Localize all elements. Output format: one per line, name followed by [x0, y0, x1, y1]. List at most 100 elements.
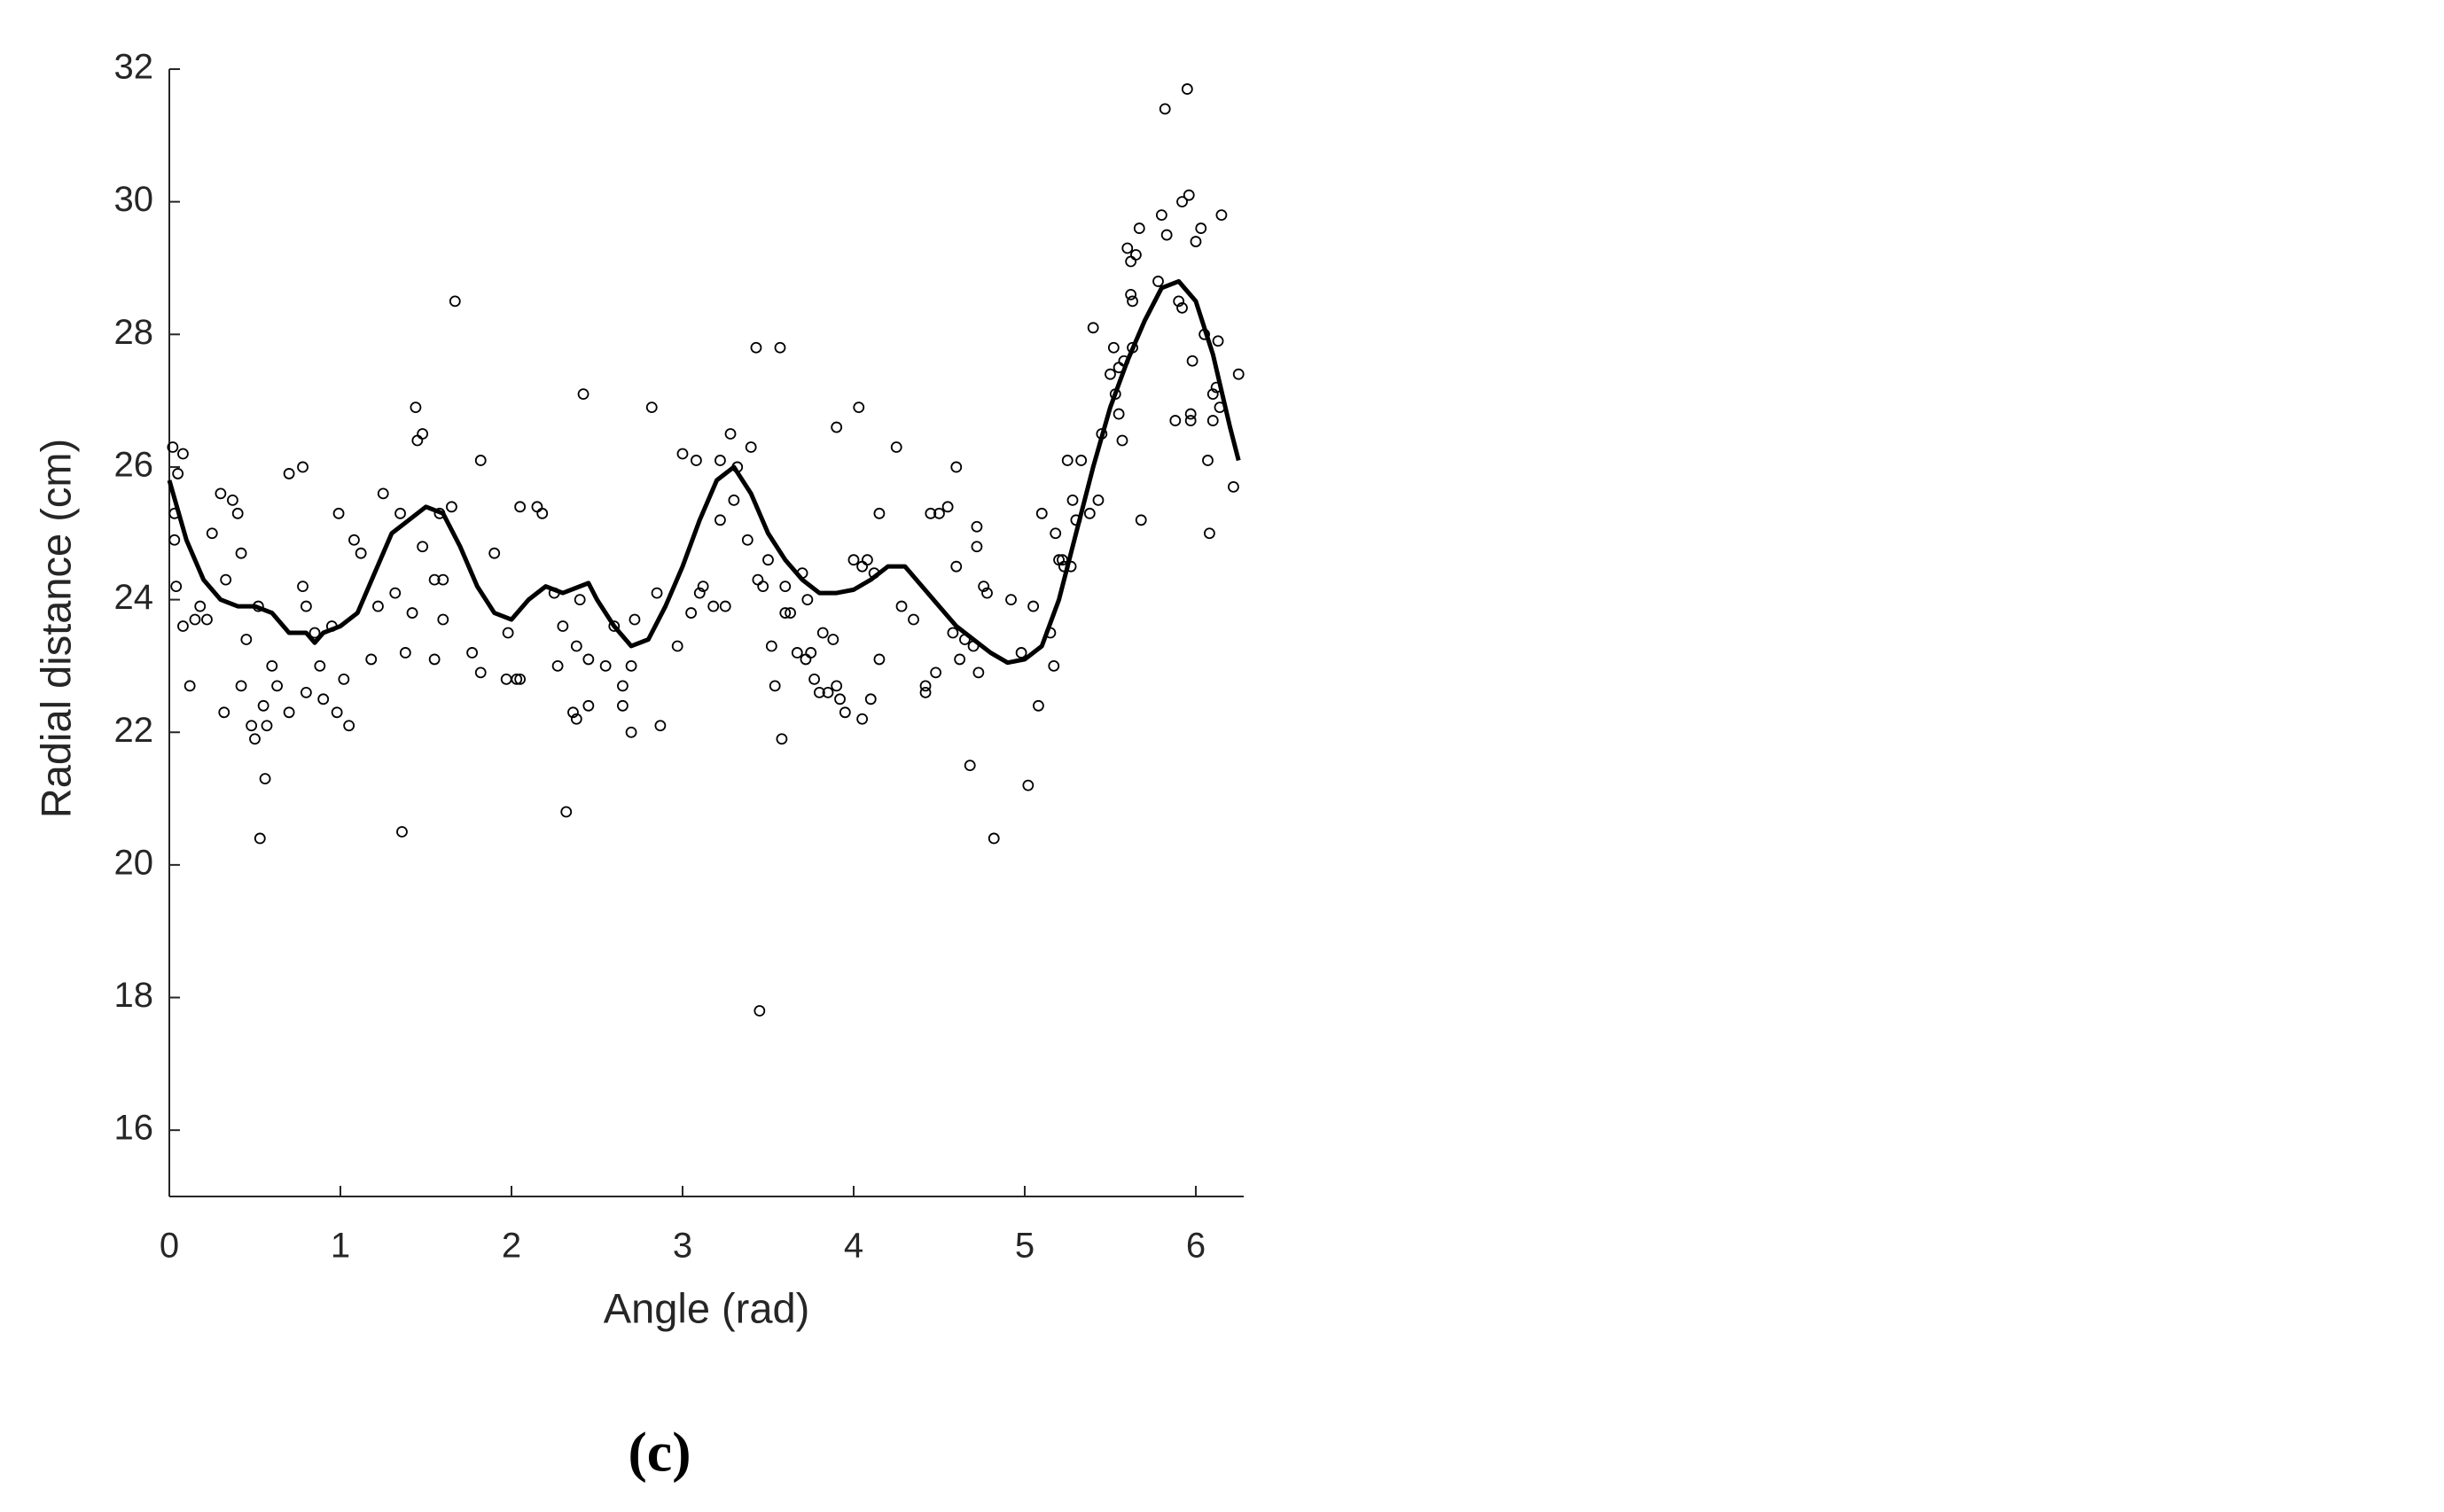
data-point: [1092, 494, 1105, 506]
data-point: [177, 620, 189, 632]
data-point: [801, 594, 814, 605]
data-point: [1228, 480, 1239, 493]
data-point: [1127, 295, 1138, 308]
data-point: [1184, 408, 1197, 420]
data-point: [671, 640, 683, 652]
data-point: [355, 547, 367, 559]
data-point: [1206, 415, 1219, 426]
data-point: [283, 706, 295, 719]
data-point: [930, 666, 942, 679]
data-point: [194, 600, 207, 612]
data-point: [249, 733, 261, 745]
y-tick-label: 32: [114, 48, 154, 87]
data-point: [582, 699, 595, 712]
data-point: [831, 680, 843, 692]
data-point: [570, 640, 582, 652]
data-point: [474, 455, 487, 466]
fit-line: [167, 278, 1241, 666]
data-point: [971, 520, 983, 533]
data-point: [394, 507, 406, 519]
data-point: [511, 673, 523, 685]
y-tick-label: 26: [114, 446, 154, 485]
data-point: [950, 560, 963, 573]
data-point: [724, 428, 737, 440]
data-point: [300, 600, 312, 612]
data-point: [1027, 600, 1040, 612]
data-point: [776, 733, 788, 745]
data-point: [834, 693, 846, 705]
data-point: [170, 581, 183, 593]
data-point: [406, 607, 418, 619]
data-point: [466, 647, 478, 659]
data-point: [714, 514, 726, 526]
data-point: [779, 607, 792, 619]
data-point: [625, 726, 637, 738]
x-tick-label: 0: [160, 1227, 179, 1266]
data-point: [411, 434, 424, 447]
data-point: [813, 686, 825, 698]
data-point: [227, 494, 238, 506]
data-point: [365, 653, 378, 666]
data-point: [1005, 594, 1017, 605]
data-point: [201, 613, 213, 626]
data-point: [1061, 455, 1074, 466]
data-point: [774, 341, 786, 354]
data-point: [297, 581, 308, 593]
data-point: [271, 680, 283, 692]
data-point: [246, 720, 258, 732]
data-point: [317, 693, 330, 705]
data-point: [873, 507, 886, 519]
x-tick-label: 1: [331, 1227, 350, 1266]
data-point: [417, 541, 429, 553]
data-point: [745, 441, 757, 453]
y-tick-label: 16: [114, 1109, 154, 1148]
data-point: [864, 693, 877, 705]
data-point: [417, 428, 429, 440]
data-point: [757, 581, 769, 593]
data-point: [1215, 209, 1228, 222]
data-point: [947, 627, 959, 639]
data-point: [853, 401, 865, 414]
data-point: [449, 295, 461, 308]
data-point: [856, 560, 869, 573]
x-tick-label: 2: [502, 1227, 521, 1266]
data-point: [971, 541, 983, 553]
data-point: [752, 573, 764, 586]
data-point: [1133, 222, 1145, 234]
data-point: [1125, 255, 1137, 268]
data-point: [1015, 647, 1027, 659]
data-point: [582, 653, 595, 666]
data-point: [1130, 249, 1142, 261]
data-point: [502, 627, 514, 639]
data-point: [873, 653, 886, 666]
data-point: [762, 554, 774, 566]
data-point: [728, 494, 740, 506]
data-point: [220, 573, 232, 586]
data-point: [389, 587, 402, 599]
data-point: [769, 680, 781, 692]
data-point: [919, 680, 932, 692]
data-point: [240, 634, 253, 645]
data-point: [1087, 322, 1099, 334]
data-point: [791, 647, 803, 659]
data-point: [1206, 388, 1219, 401]
data-point: [235, 547, 247, 559]
data-point: [908, 613, 919, 626]
data-point: [168, 534, 181, 546]
data-point: [1232, 368, 1245, 380]
data-point: [283, 468, 295, 479]
data-point: [719, 600, 731, 612]
data-point: [978, 581, 990, 593]
data-point: [314, 660, 326, 672]
data-point: [1195, 222, 1207, 234]
data-point: [972, 666, 985, 679]
data-point: [488, 547, 501, 559]
data-point: [919, 686, 932, 698]
data-point: [377, 487, 389, 500]
data-point: [557, 620, 569, 632]
data-point: [348, 534, 360, 546]
data-point: [396, 826, 408, 838]
data-point: [437, 573, 449, 586]
data-point: [254, 832, 266, 845]
